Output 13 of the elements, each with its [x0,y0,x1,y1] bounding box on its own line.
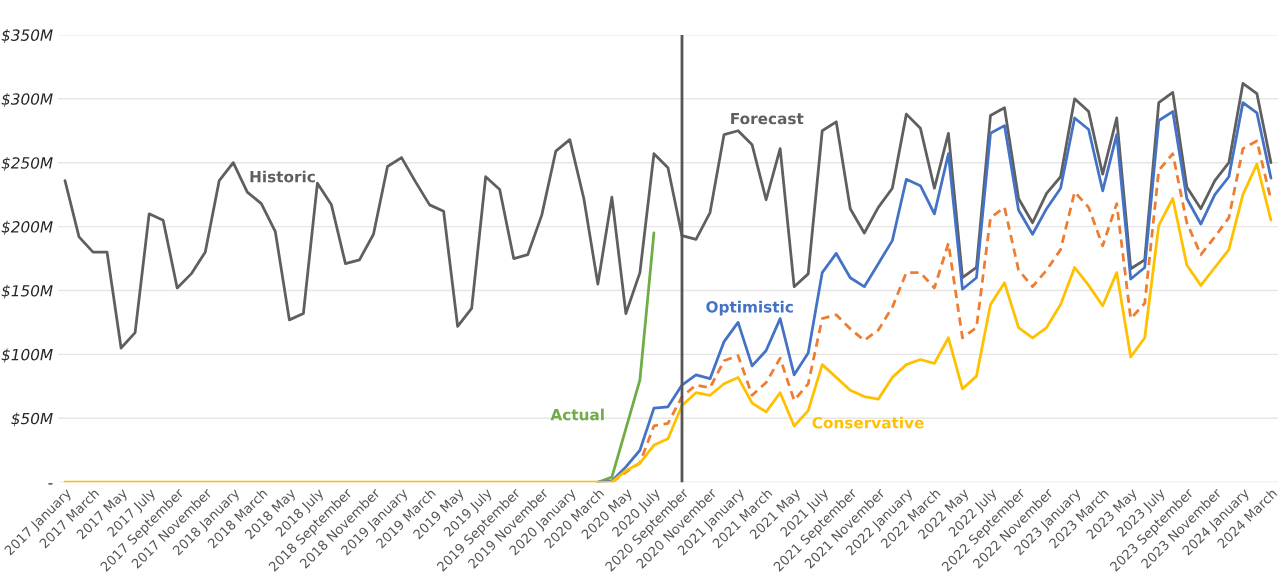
y-tick-label: $350M [1,29,53,43]
series-label: Conservative [812,416,924,429]
y-tick-label: $150M [1,284,53,299]
y-tick-label: $50M [11,412,53,427]
y-tick-label: $200M [1,220,53,235]
series-label: Forecast [731,112,804,125]
y-tick-label: $250M [1,156,53,171]
y-tick-label: $300M [1,92,53,107]
y-tick-label: $100M [1,348,53,363]
series-label: Actual [550,408,604,421]
y-tick-label: - [48,483,53,485]
series-label: Historic [250,170,315,183]
series-label: Optimistic [706,300,793,316]
